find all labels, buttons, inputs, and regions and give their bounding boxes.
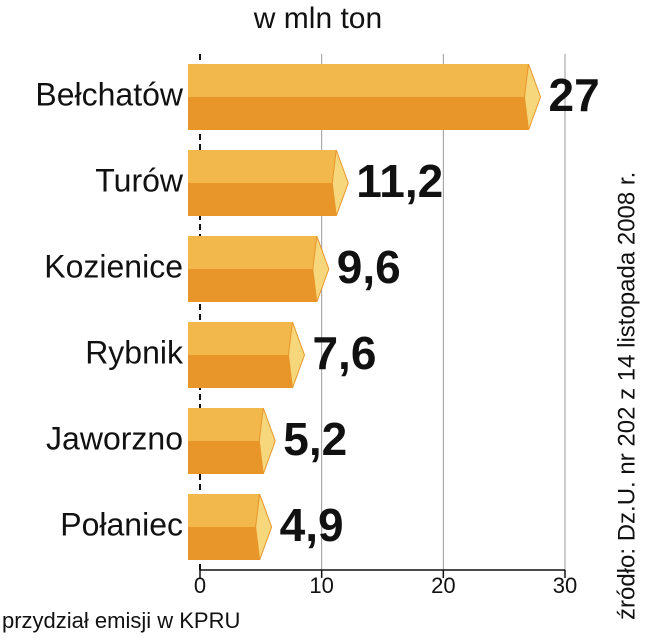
chart-title: w mln ton [253, 2, 382, 35]
bar-bottom [188, 269, 317, 302]
y-tick-label: Rybnik [85, 334, 184, 370]
value-label: 11,2 [356, 155, 443, 207]
bar-top [188, 64, 529, 97]
x-axis-label: przydział emisji w KPRU [2, 608, 240, 633]
value-label: 4,9 [280, 499, 344, 551]
x-tick-label: 0 [194, 573, 206, 598]
value-label: 9,6 [337, 241, 401, 293]
bar-bottom [188, 527, 260, 560]
bar-top [188, 408, 264, 441]
bar-top [188, 322, 293, 355]
bar-side [312, 235, 330, 303]
value-label: 5,2 [283, 413, 347, 465]
value-label: 7,6 [312, 327, 376, 379]
value-label: 27 [549, 69, 600, 121]
bar-side [255, 493, 273, 561]
x-tick-label: 20 [431, 573, 455, 598]
y-tick-label: Kozienice [44, 248, 183, 284]
bar-bottom [188, 183, 337, 216]
bar-top [188, 150, 337, 183]
x-tick-label: 30 [553, 573, 577, 598]
bar-bottom [188, 97, 529, 130]
bar-bottom [188, 441, 264, 474]
bar-side [258, 407, 276, 475]
bar-side [331, 149, 349, 217]
bar-top [188, 494, 260, 527]
x-tick-label: 10 [309, 573, 333, 598]
source: źródło: Dz.U. nr 202 z 14 listopada 2008… [613, 172, 640, 620]
bar-side [523, 63, 542, 131]
y-tick-label: Połaniec [60, 506, 183, 542]
y-tick-label: Jaworzno [46, 420, 183, 456]
y-tick-label: Bełchatów [35, 76, 184, 112]
y-tick-label: Turów [95, 162, 184, 198]
bar-top [188, 236, 317, 269]
bar-bottom [188, 355, 293, 388]
bar-side [287, 321, 305, 389]
